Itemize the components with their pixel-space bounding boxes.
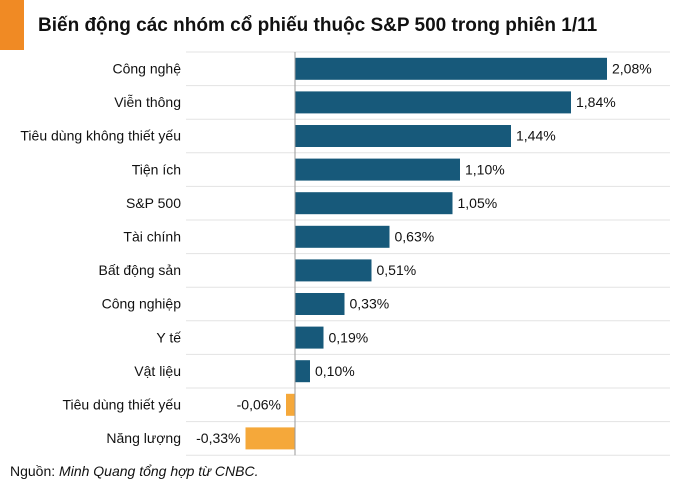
category-label: S&P 500 [126,195,181,211]
category-label: Viễn thông [114,94,181,110]
category-label: Năng lượng [106,430,181,446]
bar [295,225,390,248]
value-label: 0,33% [350,296,390,312]
category-label: Bất động sản [98,262,181,278]
value-label: -0,33% [196,430,240,446]
source-text: Minh Quang tổng hợp từ CNBC. [59,463,258,479]
bar [295,192,453,215]
value-label: 0,63% [395,229,435,245]
value-label: 0,51% [377,262,417,278]
category-label: Vật liệu [134,363,181,379]
bar [295,91,571,114]
bar [295,259,372,282]
value-label: 1,84% [576,94,616,110]
category-label: Tiêu dùng thiết yếu [62,397,181,413]
bar [295,360,310,383]
chart-title: Biến động các nhóm cổ phiếu thuộc S&P 50… [38,15,598,36]
value-label: -0,06% [237,397,281,413]
bar [295,158,460,181]
value-label: 1,10% [465,161,505,177]
category-label: Y tế [156,329,181,345]
title-accent [0,0,24,50]
source-label: Nguồn: [10,463,55,479]
category-label: Tiêu dùng không thiết yếu [20,128,181,144]
category-label: Công nghệ [112,61,181,77]
value-label: 1,05% [458,195,498,211]
category-label: Tiện ích [132,161,181,177]
bar [295,293,345,315]
value-label: 1,44% [516,128,556,144]
source: Nguồn: Minh Quang tổng hợp từ CNBC. [10,463,258,479]
bar [245,427,295,450]
category-label: Công nghiệp [102,296,182,312]
bar [286,393,295,416]
value-label: 2,08% [612,61,652,77]
bar [295,326,324,349]
value-label: 0,19% [329,329,369,345]
bar [295,125,511,147]
bar [295,57,607,80]
value-label: 0,10% [315,363,355,379]
category-label: Tài chính [123,229,181,245]
